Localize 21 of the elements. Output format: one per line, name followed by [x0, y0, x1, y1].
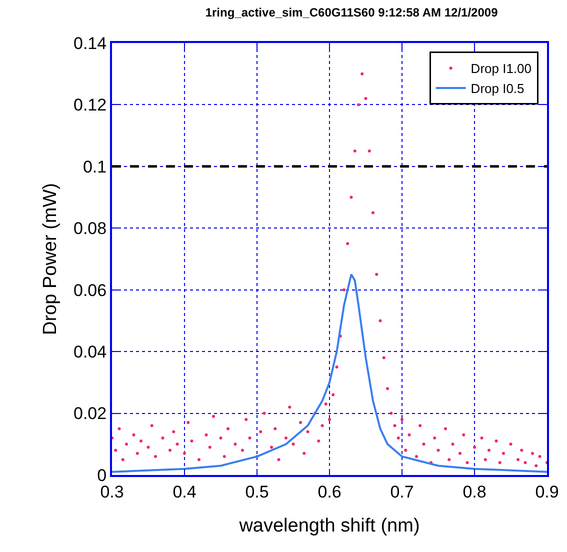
x-tick-label: 0.6	[318, 482, 342, 502]
x-tick-label: 0.9	[535, 482, 559, 502]
y-tick-label: 0.14	[74, 34, 107, 53]
x-tick-label: 0.7	[390, 482, 414, 502]
y-tick-label: 0.06	[74, 280, 107, 300]
legend-label: Drop I1.00	[470, 61, 532, 76]
y-tick-label: 0.1	[82, 157, 107, 176]
y-axis-title: Drop Power (mW)	[40, 182, 61, 336]
y-tick-label: 0	[97, 466, 107, 485]
x-tick-label: 0.5	[245, 482, 269, 502]
y-tick-label: 0.12	[74, 96, 107, 115]
legend-label: Drop I0.5	[470, 81, 524, 96]
chart-title: 1ring_active_sim_C60G11S60 9:12:58 AM 12/1/2009	[205, 6, 498, 20]
y-tick-label: 0.08	[74, 219, 107, 238]
x-axis-title: wavelength shift (nm)	[238, 516, 420, 537]
y-tick-label: 0.04	[74, 342, 107, 362]
y-tick-label: 0.02	[74, 404, 107, 424]
x-tick-label: 0.3	[100, 482, 124, 502]
x-tick-label: 0.4	[172, 482, 196, 502]
x-tick-label: 0.8	[462, 482, 486, 502]
line-series	[112, 273, 547, 473]
